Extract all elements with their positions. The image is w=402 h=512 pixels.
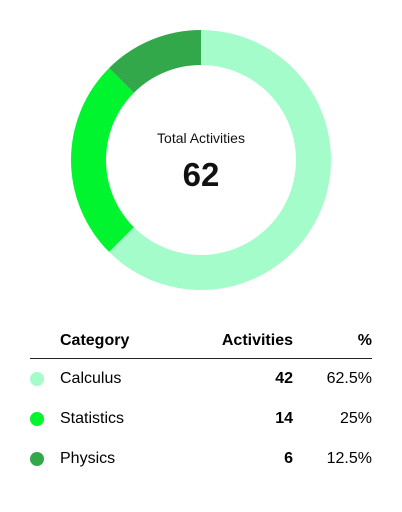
legend-row: Physics 6 12.5% <box>30 439 372 479</box>
center-label: Total Activities <box>157 130 245 146</box>
legend-row: Statistics 14 25% <box>30 399 372 439</box>
legend-activities: 6 <box>284 450 293 467</box>
legend-header-category: Category <box>60 324 190 359</box>
legend-color-dot <box>30 371 44 386</box>
center-value: 62 <box>183 156 220 193</box>
donut-slice-statistics <box>71 68 134 252</box>
legend-header-spacer <box>30 324 60 359</box>
legend-header-percent: % <box>293 324 372 359</box>
legend-category: Physics <box>60 450 116 467</box>
legend-category: Statistics <box>60 410 125 427</box>
legend-color-dot <box>30 411 44 426</box>
legend-percent: 25% <box>339 410 372 427</box>
legend-activities: 42 <box>275 370 293 387</box>
legend-percent: 12.5% <box>326 450 372 467</box>
legend-color-dot <box>30 451 44 466</box>
legend-header-activities: Activities <box>190 324 293 359</box>
legend-activities: 14 <box>275 410 293 427</box>
donut-slice-physics <box>109 30 201 93</box>
donut-chart: Total Activities 62 <box>71 30 331 290</box>
legend-percent: 62.5% <box>326 370 372 387</box>
legend-table: Category Activities % Calculus 42 62.5% … <box>30 324 372 479</box>
legend-header-row: Category Activities % <box>30 324 372 359</box>
legend-category: Calculus <box>60 370 122 387</box>
donut-slices <box>71 30 331 290</box>
legend-row: Calculus 42 62.5% <box>30 359 372 400</box>
donut-slice-calculus <box>109 30 331 290</box>
